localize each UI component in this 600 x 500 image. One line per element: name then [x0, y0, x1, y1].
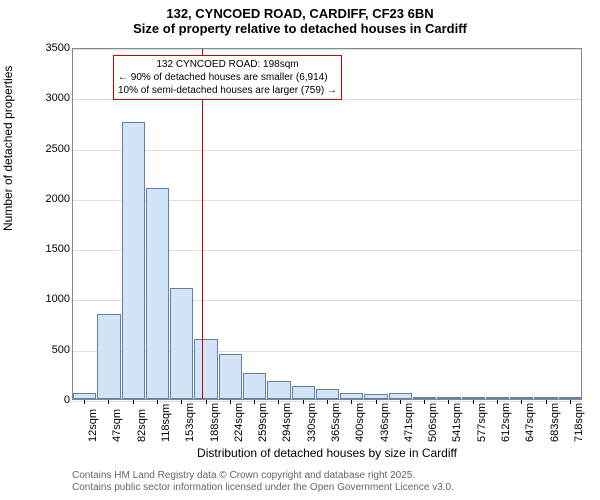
- chart-subtitle: Size of property relative to detached ho…: [0, 21, 600, 40]
- x-tick-mark: [546, 400, 547, 404]
- histogram-bar: [219, 354, 242, 399]
- histogram-bar: [194, 339, 217, 399]
- histogram-bar: [97, 314, 120, 399]
- x-tick-label: 47sqm: [111, 409, 123, 442]
- footer-line1: Contains HM Land Registry data © Crown c…: [72, 470, 454, 482]
- histogram-bar: [73, 393, 96, 399]
- x-tick-label: 471sqm: [403, 403, 415, 442]
- x-tick-label: 259sqm: [257, 403, 269, 442]
- gridline: [73, 49, 581, 50]
- histogram-bar: [292, 386, 315, 399]
- histogram-bar: [122, 122, 145, 399]
- histogram-bar: [316, 389, 339, 399]
- x-tick-label: 718sqm: [573, 403, 585, 442]
- x-tick-mark: [84, 400, 85, 404]
- y-tick-label: 2500: [36, 143, 70, 155]
- x-tick-label: 541sqm: [451, 403, 463, 442]
- x-tick-mark: [497, 400, 498, 404]
- x-tick-label: 506sqm: [427, 403, 439, 442]
- x-axis-label: Distribution of detached houses by size …: [72, 446, 582, 460]
- x-tick-label: 330sqm: [306, 403, 318, 442]
- histogram-bar: [413, 397, 436, 399]
- x-tick-mark: [133, 400, 134, 404]
- x-tick-mark: [448, 400, 449, 404]
- x-tick-label: 294sqm: [281, 403, 293, 442]
- x-tick-mark: [351, 400, 352, 404]
- histogram-bar: [340, 393, 363, 399]
- plot-area: 132 CYNCOED ROAD: 198sqm ← 90% of detach…: [72, 48, 582, 400]
- histogram-bar: [534, 397, 557, 399]
- annotation-line3: 10% of semi-detached houses are larger (…: [118, 84, 337, 97]
- x-tick-mark: [327, 400, 328, 404]
- x-tick-mark: [521, 400, 522, 404]
- footer-line2: Contains public sector information licen…: [72, 482, 454, 494]
- histogram-bar: [267, 381, 290, 399]
- x-tick-label: 647sqm: [524, 403, 536, 442]
- histogram-bar: [146, 188, 169, 399]
- y-tick-label: 3500: [36, 42, 70, 54]
- x-tick-label: 612sqm: [500, 403, 512, 442]
- reference-line: [202, 49, 203, 399]
- x-tick-label: 12sqm: [87, 409, 99, 442]
- x-tick-mark: [570, 400, 571, 404]
- x-tick-label: 400sqm: [354, 403, 366, 442]
- chart-container: 132, CYNCOED ROAD, CARDIFF, CF23 6BN Siz…: [0, 0, 600, 500]
- x-tick-label: 436sqm: [379, 403, 391, 442]
- x-tick-label: 118sqm: [160, 404, 172, 442]
- annotation-line2: ← 90% of detached houses are smaller (6,…: [118, 71, 337, 84]
- histogram-bar: [437, 397, 460, 399]
- x-tick-mark: [424, 400, 425, 404]
- x-tick-mark: [181, 400, 182, 404]
- y-tick-label: 2000: [36, 193, 70, 205]
- x-tick-mark: [230, 400, 231, 404]
- histogram-bar: [364, 394, 387, 399]
- x-axis: 12sqm 47sqm 82sqm 118sqm 153sqm 188sqm 224sqm 2…: [72, 400, 582, 450]
- chart-title: 132, CYNCOED ROAD, CARDIFF, CF23 6BN: [0, 0, 600, 21]
- x-tick-label: 577sqm: [476, 403, 488, 442]
- histogram-bar: [170, 288, 193, 399]
- x-tick-mark: [157, 400, 158, 404]
- histogram-bar: [559, 397, 582, 399]
- y-axis: 0500100015002000250030003500: [36, 48, 70, 400]
- y-tick-label: 0: [36, 394, 70, 406]
- y-tick-label: 1500: [36, 243, 70, 255]
- y-tick-label: 1000: [36, 293, 70, 305]
- x-tick-mark: [400, 400, 401, 404]
- gridline: [73, 150, 581, 151]
- x-tick-mark: [278, 400, 279, 404]
- x-tick-mark: [303, 400, 304, 404]
- x-tick-mark: [206, 400, 207, 404]
- histogram-bar: [243, 373, 266, 399]
- y-tick-label: 3000: [36, 92, 70, 104]
- x-tick-label: 224sqm: [233, 403, 245, 442]
- y-tick-label: 500: [36, 344, 70, 356]
- x-tick-label: 82sqm: [136, 409, 148, 442]
- histogram-bar: [510, 397, 533, 399]
- histogram-bar: [486, 397, 509, 399]
- x-tick-mark: [473, 400, 474, 404]
- x-tick-label: 188sqm: [209, 403, 221, 442]
- x-tick-label: 365sqm: [330, 403, 342, 442]
- footer: Contains HM Land Registry data © Crown c…: [72, 470, 454, 494]
- annotation-box: 132 CYNCOED ROAD: 198sqm ← 90% of detach…: [113, 55, 342, 100]
- x-tick-label: 683sqm: [549, 403, 561, 442]
- x-tick-mark: [108, 400, 109, 404]
- x-tick-mark: [254, 400, 255, 404]
- x-tick-mark: [376, 400, 377, 404]
- histogram-bar: [389, 393, 412, 399]
- annotation-line1: 132 CYNCOED ROAD: 198sqm: [118, 58, 337, 71]
- x-tick-label: 153sqm: [184, 403, 196, 442]
- y-axis-label: Number of detached properties: [1, 66, 15, 231]
- histogram-bar: [462, 397, 485, 399]
